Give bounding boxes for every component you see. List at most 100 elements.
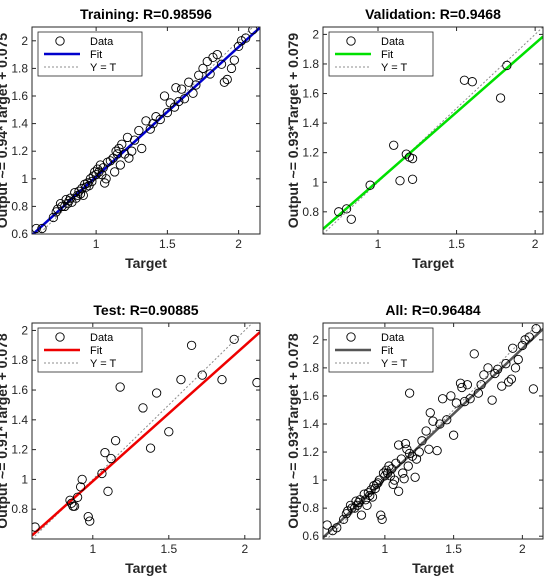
data-point bbox=[100, 447, 110, 458]
data-point bbox=[62, 198, 73, 209]
data-point bbox=[401, 149, 411, 159]
data-point bbox=[432, 445, 442, 456]
data-point bbox=[233, 41, 244, 51]
data-point bbox=[229, 55, 240, 65]
data-point bbox=[186, 340, 197, 350]
plot-content bbox=[32, 323, 260, 539]
data-point bbox=[138, 403, 148, 413]
data-point bbox=[404, 448, 415, 459]
data-point bbox=[462, 380, 473, 390]
data-point bbox=[151, 388, 162, 398]
data-point bbox=[248, 27, 258, 35]
data-point bbox=[37, 223, 47, 234]
plot-content bbox=[323, 27, 543, 234]
data-point bbox=[503, 377, 514, 387]
data-point bbox=[501, 359, 511, 369]
y-tick-label: 1.8 bbox=[11, 353, 28, 367]
data-point bbox=[473, 388, 484, 398]
data-point bbox=[57, 201, 67, 212]
x-axis-label: Target bbox=[412, 255, 454, 271]
data-point bbox=[212, 49, 222, 60]
x-tick-label: 2 bbox=[235, 237, 242, 251]
data-point bbox=[127, 146, 137, 156]
data-point bbox=[226, 63, 237, 74]
data-point bbox=[411, 454, 422, 464]
axes-frame bbox=[322, 322, 544, 540]
data-point bbox=[492, 364, 503, 374]
identity-line bbox=[38, 27, 254, 234]
data-point bbox=[100, 178, 110, 188]
data-point bbox=[425, 408, 435, 418]
y-tick-label: 1.6 bbox=[11, 383, 28, 397]
data-point bbox=[32, 522, 40, 532]
plot-content bbox=[32, 27, 260, 234]
data-point bbox=[384, 461, 394, 471]
y-tick-label: 1 bbox=[21, 472, 28, 486]
legend-label-fit: Fit bbox=[381, 49, 393, 61]
y-axis-label: Output ~= 0.93*Target + 0.078 bbox=[285, 333, 301, 529]
data-point bbox=[376, 510, 386, 520]
data-point bbox=[508, 343, 518, 353]
data-point bbox=[101, 174, 111, 184]
data-point bbox=[115, 160, 126, 170]
data-point bbox=[455, 378, 466, 388]
data-point bbox=[367, 492, 378, 502]
data-point bbox=[91, 170, 101, 180]
data-point bbox=[404, 388, 415, 398]
data-point bbox=[106, 453, 116, 464]
data-point bbox=[476, 380, 486, 390]
data-point bbox=[222, 74, 232, 85]
y-tick-label: 0.6 bbox=[11, 227, 28, 241]
data-point bbox=[467, 77, 477, 87]
data-point bbox=[495, 93, 506, 103]
fit-line bbox=[323, 35, 543, 230]
y-tick-label: 1.4 bbox=[302, 417, 319, 431]
y-tick-label: 1.2 bbox=[11, 144, 28, 158]
data-point bbox=[332, 523, 342, 533]
data-point bbox=[400, 438, 411, 449]
data-point bbox=[446, 391, 456, 401]
y-tick-label: 0.8 bbox=[302, 205, 319, 219]
legend-label-data: Data bbox=[381, 332, 405, 344]
data-point bbox=[134, 125, 144, 136]
y-tick-label: 1.6 bbox=[302, 389, 319, 403]
legend-label-identity: Y = T bbox=[90, 62, 116, 74]
legend-label-identity: Y = T bbox=[381, 358, 407, 370]
data-point bbox=[346, 214, 356, 224]
y-tick-label: 2 bbox=[21, 34, 28, 48]
x-tick-label: 2 bbox=[519, 542, 526, 556]
chart-title: Validation: R=0.9468 bbox=[365, 6, 501, 22]
legend-marker-data bbox=[346, 36, 356, 46]
data-point bbox=[506, 374, 517, 384]
data-point bbox=[103, 486, 113, 496]
data-point bbox=[341, 204, 352, 214]
plot-content bbox=[323, 323, 543, 539]
y-tick-label: 1.2 bbox=[302, 445, 319, 459]
data-point bbox=[513, 354, 523, 365]
data-point bbox=[112, 149, 123, 159]
legend-label-data: Data bbox=[90, 332, 114, 344]
legend-label-data: Data bbox=[381, 36, 405, 48]
data-point bbox=[356, 510, 367, 520]
data-point bbox=[442, 415, 452, 425]
chart-panel-2: 1 1.5 2 0.8 1 1.2 1.4 1.6 1.8 2 Validation: R=0.94… bbox=[285, 6, 544, 271]
data-point bbox=[129, 135, 140, 145]
data-point bbox=[487, 395, 497, 405]
y-tick-label: 2 bbox=[21, 323, 28, 337]
data-point bbox=[365, 490, 375, 501]
y-tick-label: 1 bbox=[312, 473, 319, 487]
data-point bbox=[457, 382, 467, 393]
data-point bbox=[137, 143, 147, 154]
y-tick-label: 1.4 bbox=[11, 117, 28, 131]
data-point bbox=[148, 118, 158, 129]
y-tick-label: 0.6 bbox=[302, 529, 319, 543]
data-point bbox=[469, 349, 479, 359]
data-point bbox=[162, 107, 173, 118]
data-point bbox=[398, 468, 408, 478]
data-point bbox=[448, 430, 459, 440]
data-point bbox=[524, 332, 534, 342]
axes-frame bbox=[322, 26, 544, 235]
data-point bbox=[389, 140, 399, 150]
